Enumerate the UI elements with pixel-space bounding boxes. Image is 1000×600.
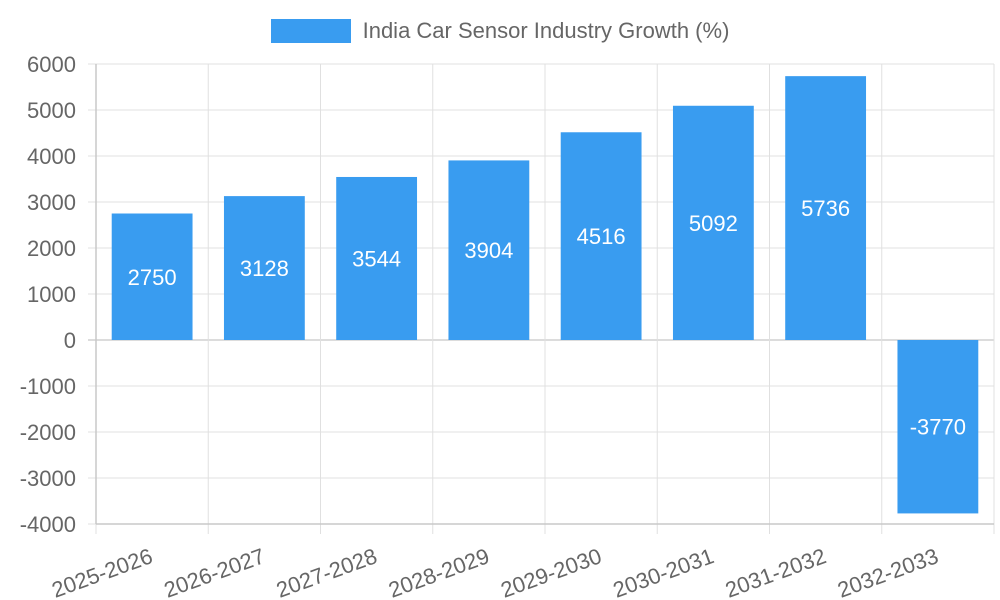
bar	[785, 76, 867, 341]
bar-value-label: 5736	[801, 196, 850, 221]
legend-label: India Car Sensor Industry Growth (%)	[362, 18, 730, 43]
y-tick-label: 2000	[27, 236, 76, 261]
bar-value-label: 3904	[464, 238, 513, 263]
y-tick-label: -3000	[20, 466, 76, 491]
bar-value-label: 4516	[577, 224, 626, 249]
y-tick-label: 1000	[27, 282, 76, 307]
x-tick-label: 2029-2030	[497, 543, 604, 600]
y-tick-label: 3000	[27, 190, 76, 215]
bar	[672, 105, 754, 340]
bar-value-label: 2750	[128, 265, 177, 290]
bar-value-label: 5092	[689, 211, 738, 236]
y-tick-label: 5000	[27, 98, 76, 123]
bar-value-label: 3544	[352, 246, 401, 271]
x-tick-label: 2026-2027	[161, 543, 268, 600]
y-tick-label: 6000	[27, 52, 76, 77]
x-tick-label: 2028-2029	[385, 543, 492, 600]
x-tick-label: 2025-2026	[48, 543, 155, 600]
x-tick-label: 2031-2032	[722, 543, 829, 600]
x-tick-label: 2032-2033	[834, 543, 941, 600]
bar	[897, 340, 979, 514]
bar	[223, 196, 305, 340]
y-tick-label: -4000	[20, 512, 76, 537]
data-labels: 2750 3128 3544 3904 4516 5092 5736 -3770	[128, 196, 966, 440]
y-tick-label: 4000	[27, 144, 76, 169]
y-tick-label: 0	[64, 328, 76, 353]
bars	[111, 76, 979, 514]
legend[interactable]: India Car Sensor Industry Growth (%)	[0, 18, 1000, 44]
bar	[560, 132, 642, 340]
x-tick-label: 2027-2028	[273, 543, 380, 600]
x-tick-label: 2030-2031	[610, 543, 717, 600]
bar	[448, 160, 530, 340]
bar	[336, 176, 418, 340]
bar-value-label: -3770	[910, 415, 966, 440]
bar	[111, 213, 193, 340]
legend-swatch	[270, 19, 351, 43]
bar-value-label: 3128	[240, 256, 289, 281]
y-tick-label: -1000	[20, 374, 76, 399]
y-tick-label: -2000	[20, 420, 76, 445]
